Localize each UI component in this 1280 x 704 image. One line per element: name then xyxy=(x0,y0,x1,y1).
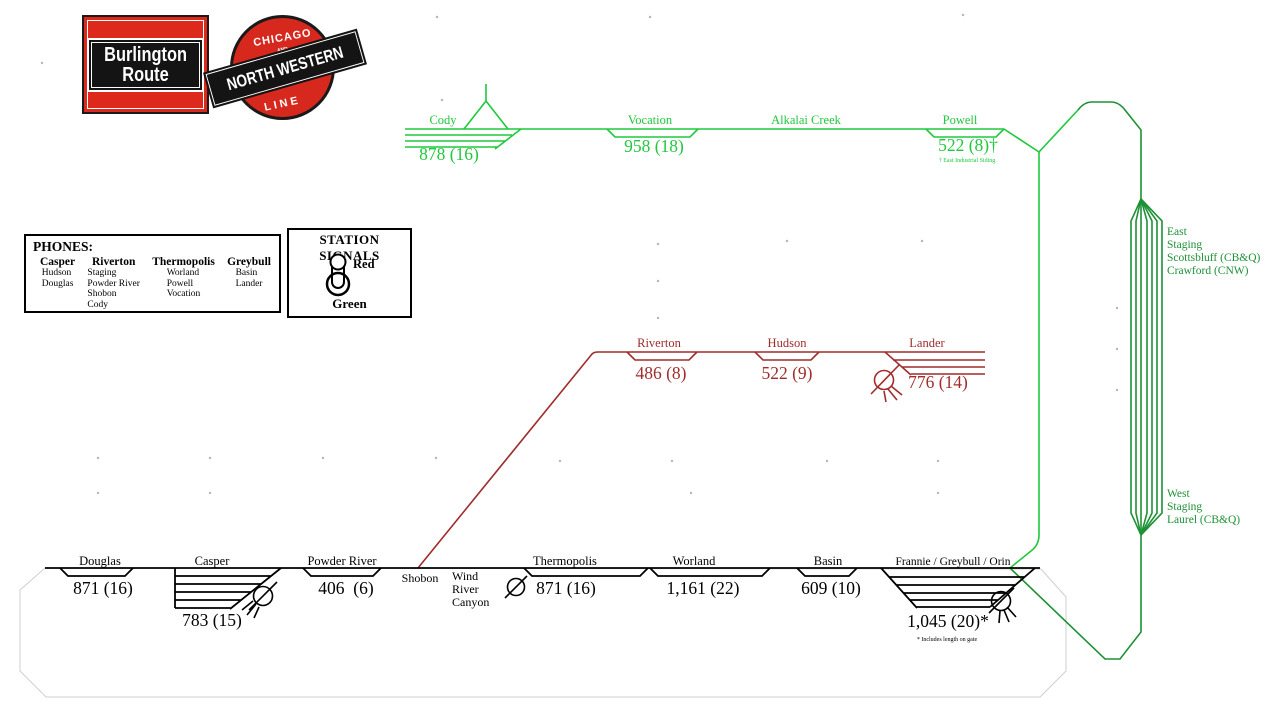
wind-river-canyon-line1: Wind xyxy=(452,569,478,583)
phones-riverton-header: Riverton xyxy=(91,256,136,268)
hudson-label: Hudson xyxy=(768,336,808,350)
alkalai-creek-label: Alkalai Creek xyxy=(771,113,842,127)
west-staging-line2: Staging xyxy=(1167,501,1202,513)
phones-item: Vocation xyxy=(166,289,201,299)
phones-column-riverton: Riverton Staging Powder River Shobon Cod… xyxy=(87,256,140,310)
hudson-length: 522 (9) xyxy=(761,363,812,383)
douglas-label: Douglas xyxy=(79,554,121,568)
lander-length: 776 (14) xyxy=(908,372,968,392)
east-staging-line2: Staging xyxy=(1167,239,1202,251)
shobon-label: Shobon xyxy=(402,571,439,585)
benchwork-outline xyxy=(19,567,1067,698)
burlington-route-logo: Burlington Route xyxy=(82,15,209,114)
vocation-label: Vocation xyxy=(628,113,673,127)
east-staging-line1: East xyxy=(1167,226,1188,238)
cody-label: Cody xyxy=(429,113,457,127)
black-main-track xyxy=(45,567,1040,610)
lander-turntable-icon xyxy=(870,364,903,403)
riverton-length: 486 (8) xyxy=(635,363,686,383)
phones-item: Shobon xyxy=(87,289,117,299)
casper-turntable-icon xyxy=(241,581,278,619)
grid-dots xyxy=(40,13,1119,495)
worland-length: 1,161 (22) xyxy=(667,578,740,598)
lander-label: Lander xyxy=(909,336,945,350)
phones-item: Basin xyxy=(235,268,258,278)
powell-label: Powell xyxy=(943,113,978,127)
casper-length: 783 (15) xyxy=(182,610,242,630)
burlington-route-logo-box: Burlington Route xyxy=(86,37,205,92)
phones-item: Worland xyxy=(166,268,200,278)
phones-legend: PHONES: Casper Hudson Douglas Riverton S… xyxy=(24,234,281,313)
signal-red-label: Red xyxy=(353,257,375,271)
frannie-length: 1,045 (20)* xyxy=(907,611,989,631)
phones-item: Hudson xyxy=(41,268,72,278)
north-western-logo: CHICAGO AND NORTH WESTERN LINE xyxy=(203,10,367,125)
west-staging-line3: Laurel (CB&Q) xyxy=(1167,514,1240,526)
basin-label: Basin xyxy=(814,554,843,568)
phones-item: Douglas xyxy=(41,278,74,289)
phones-column-casper: Casper Hudson Douglas xyxy=(40,256,75,310)
frannie-footnote: * Includes length on gate xyxy=(917,637,978,643)
east-staging-line3: Scottsbluff (CB&Q) xyxy=(1167,252,1261,264)
basin-length: 609 (10) xyxy=(801,578,861,598)
signal-switch-icon xyxy=(325,253,351,297)
burlington-logo-line2: Route xyxy=(122,63,169,86)
station-signals-legend: STATION SIGNALS Red Green xyxy=(287,228,412,318)
powell-length: 522 (8)† xyxy=(938,135,998,155)
thermopolis-length: 871 (16) xyxy=(536,578,596,598)
powder-river-length: 406 (6) xyxy=(318,578,374,598)
staging-loop-track xyxy=(1009,101,1163,660)
phones-column-greybull: Greybull Basin Lander xyxy=(227,256,271,310)
phones-item: Powder River xyxy=(87,278,140,289)
worland-label: Worland xyxy=(673,554,716,568)
wind-river-canyon-line3: Canyon xyxy=(452,595,489,609)
douglas-length: 871 (16) xyxy=(73,578,133,598)
phones-columns: Casper Hudson Douglas Riverton Staging P… xyxy=(26,255,279,310)
thermopolis-label: Thermopolis xyxy=(533,554,597,568)
phones-thermopolis-header: Thermopolis xyxy=(152,256,215,268)
phones-title: PHONES: xyxy=(33,239,94,254)
riverton-label: Riverton xyxy=(637,336,681,350)
powell-footnote: † East Industrial Siding xyxy=(939,158,996,164)
phones-greybull-header: Greybull xyxy=(227,256,271,268)
phones-casper-header: Casper xyxy=(40,256,76,268)
burlington-logo-line1: Burlington xyxy=(104,43,187,66)
phones-item: Staging xyxy=(87,268,117,278)
frannie-turntable-icon xyxy=(988,587,1017,624)
west-staging-line1: West xyxy=(1167,488,1191,500)
green-branch-track xyxy=(405,84,1079,569)
phones-column-thermopolis: Thermopolis Worland Powell Vocation xyxy=(152,256,215,310)
cody-length: 878 (16) xyxy=(419,144,479,164)
red-branch-track xyxy=(417,351,985,569)
phones-item: Cody xyxy=(87,299,108,310)
casper-label: Casper xyxy=(195,554,231,568)
frannie-label: Frannie / Greybull / Orin xyxy=(896,556,1011,568)
phones-item: Powell xyxy=(166,278,194,289)
east-staging-line4: Crawford (CNW) xyxy=(1167,265,1249,277)
signal-green-label: Green xyxy=(332,296,367,311)
wind-river-canyon-line2: River xyxy=(452,582,479,596)
phones-item: Lander xyxy=(235,278,263,289)
powder-river-label: Powder River xyxy=(307,554,377,568)
vocation-length: 958 (18) xyxy=(624,136,684,156)
thermopolis-wye-icon xyxy=(504,575,528,599)
